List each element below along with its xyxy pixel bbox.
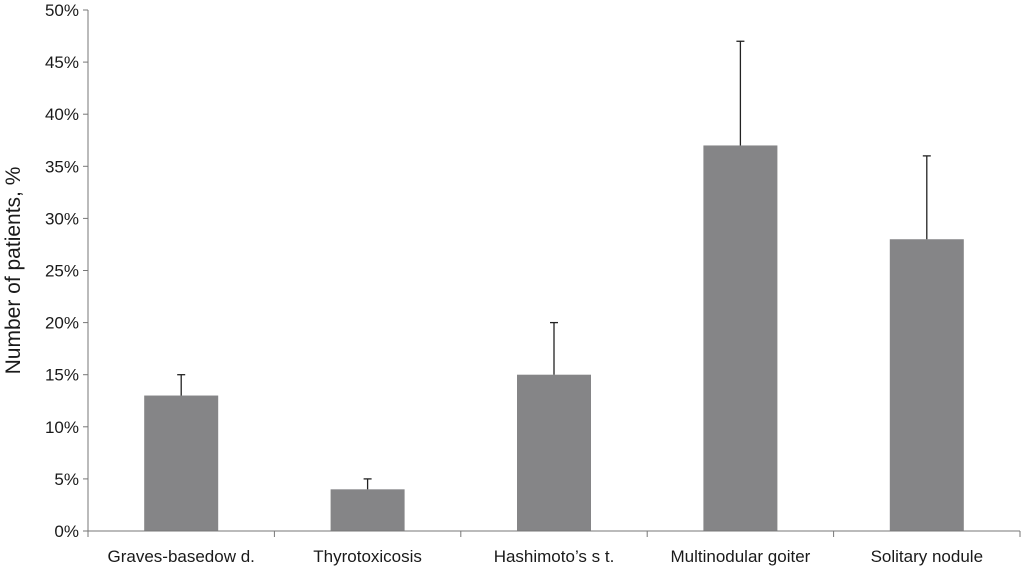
y-tick-label: 50% [45, 1, 79, 20]
y-tick-label: 5% [54, 470, 79, 489]
y-tick-label: 0% [54, 522, 79, 541]
x-tick-label: Hashimoto’s s t. [494, 547, 615, 566]
y-tick-label: 30% [45, 209, 79, 228]
y-tick-label: 15% [45, 366, 79, 385]
y-tick-label: 45% [45, 53, 79, 72]
x-tick-label: Solitary nodule [871, 547, 983, 566]
bar [330, 489, 405, 531]
y-tick-label: 20% [45, 314, 79, 333]
y-axis-title: Number of patients, % [2, 167, 25, 375]
bar [889, 239, 964, 532]
x-tick-label: Graves-basedow d. [107, 547, 254, 566]
bars [144, 145, 964, 532]
bar [517, 374, 591, 531]
x-axis-labels: Graves-basedow d. Thyrotoxicosis Hashimoto… [107, 547, 983, 566]
x-axis-ticks [87, 531, 1021, 537]
y-tick-label: 10% [45, 418, 79, 437]
x-tick-label: Multinodular goiter [670, 547, 810, 566]
y-tick-label: 35% [45, 157, 79, 176]
y-tick-label: 40% [45, 105, 79, 124]
error-bars [177, 40, 931, 490]
y-axis-ticks: 0% 5% 10% 15% 20% 25% 30% 35% 40% 45% 50% [45, 1, 88, 541]
x-tick-label: Thyrotoxicosis [313, 547, 422, 566]
bar [144, 395, 219, 531]
y-tick-label: 25% [45, 262, 79, 281]
bar [703, 145, 778, 531]
